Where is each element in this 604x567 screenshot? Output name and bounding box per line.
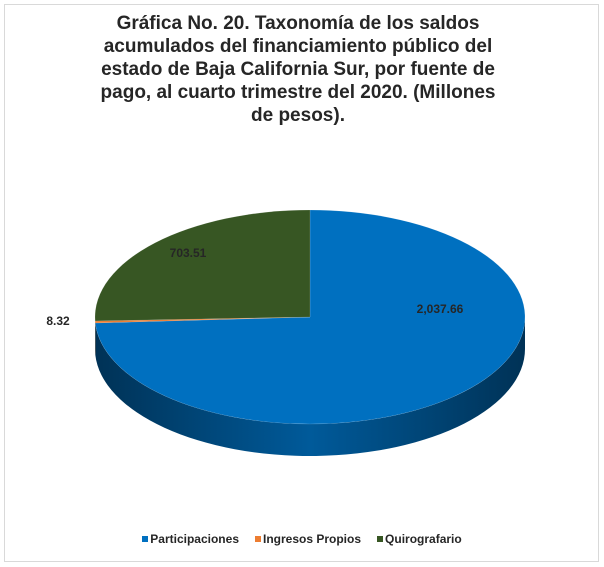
legend-label-ingresos-propios: Ingresos Propios <box>263 532 362 546</box>
title-line-3: estado de Baja California Sur, por fuent… <box>101 59 495 80</box>
legend: Participaciones Ingresos Propios Quirogr… <box>0 532 604 546</box>
title-line-1: Gráfica No. 20. Taxonomía de los saldos <box>116 13 480 34</box>
legend-swatch-participaciones <box>142 536 149 542</box>
data-label-quirografario: 703.51 <box>170 246 207 260</box>
legend-label-quirografario: Quirografario <box>385 532 462 546</box>
legend-item-quirografario: Quirografario <box>377 532 462 546</box>
legend-item-ingresos-propios: Ingresos Propios <box>255 532 361 546</box>
legend-label-participaciones: Participaciones <box>150 532 239 546</box>
title-line-2: acumulados del financiamiento público de… <box>103 36 493 57</box>
legend-item-participaciones: Participaciones <box>142 532 239 546</box>
data-label-ingresos-propios: 8.32 <box>46 314 70 328</box>
legend-swatch-quirografario <box>377 536 384 542</box>
data-label-participaciones: 2,037.66 <box>417 302 464 316</box>
pie-side-participaciones <box>95 317 525 456</box>
legend-swatch-ingresos-propios <box>255 536 261 542</box>
pie-slice-ingresos-propios <box>94 316 311 324</box>
pie-slice-participaciones <box>95 209 526 425</box>
pie-slice-quirografario <box>94 209 311 322</box>
chart-title: Gráfica No. 20. Taxonomía de los saldos … <box>70 12 526 127</box>
title-line-5: de pesos). <box>251 105 345 126</box>
title-line-4: pago, al cuarto trimestre del 2020. (Mil… <box>100 82 496 103</box>
